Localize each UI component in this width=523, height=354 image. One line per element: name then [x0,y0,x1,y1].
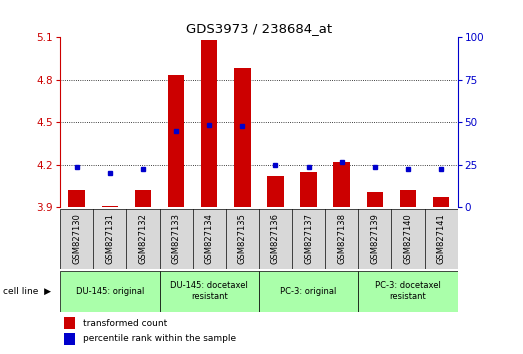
Text: GSM827132: GSM827132 [139,213,147,264]
Bar [367,192,383,207]
Text: GSM827141: GSM827141 [437,213,446,264]
Bar [433,197,449,207]
Text: GSM827139: GSM827139 [370,213,379,264]
Text: GSM827131: GSM827131 [105,213,115,264]
Bar [400,190,416,207]
Text: GSM827136: GSM827136 [271,213,280,264]
Text: GSM827133: GSM827133 [172,213,180,264]
Bar [259,271,358,312]
Text: PC-3: docetaxel
resistant: PC-3: docetaxel resistant [375,281,441,301]
Bar [358,271,458,312]
Bar [267,176,283,207]
Text: PC-3: original: PC-3: original [280,287,337,296]
Bar [101,206,118,207]
Bar [334,162,350,207]
Bar [300,172,317,207]
Bar [135,190,151,207]
Bar [168,75,185,207]
Text: GSM827134: GSM827134 [204,213,214,264]
Text: percentile rank within the sample: percentile rank within the sample [83,334,236,343]
Bar [64,333,75,345]
Bar [64,317,75,329]
Text: cell line  ▶: cell line ▶ [3,287,51,296]
Bar [234,68,251,207]
Text: GSM827140: GSM827140 [403,213,413,264]
Text: transformed count: transformed count [83,319,167,328]
Bar [60,271,160,312]
Text: GSM827130: GSM827130 [72,213,81,264]
Bar [69,190,85,207]
Title: GDS3973 / 238684_at: GDS3973 / 238684_at [186,22,332,35]
Text: DU-145: original: DU-145: original [76,287,144,296]
Text: GSM827137: GSM827137 [304,213,313,264]
Bar [160,271,259,312]
Text: DU-145: docetaxel
resistant: DU-145: docetaxel resistant [170,281,248,301]
Bar [201,40,218,207]
Text: GSM827135: GSM827135 [238,213,247,264]
Text: GSM827138: GSM827138 [337,213,346,264]
